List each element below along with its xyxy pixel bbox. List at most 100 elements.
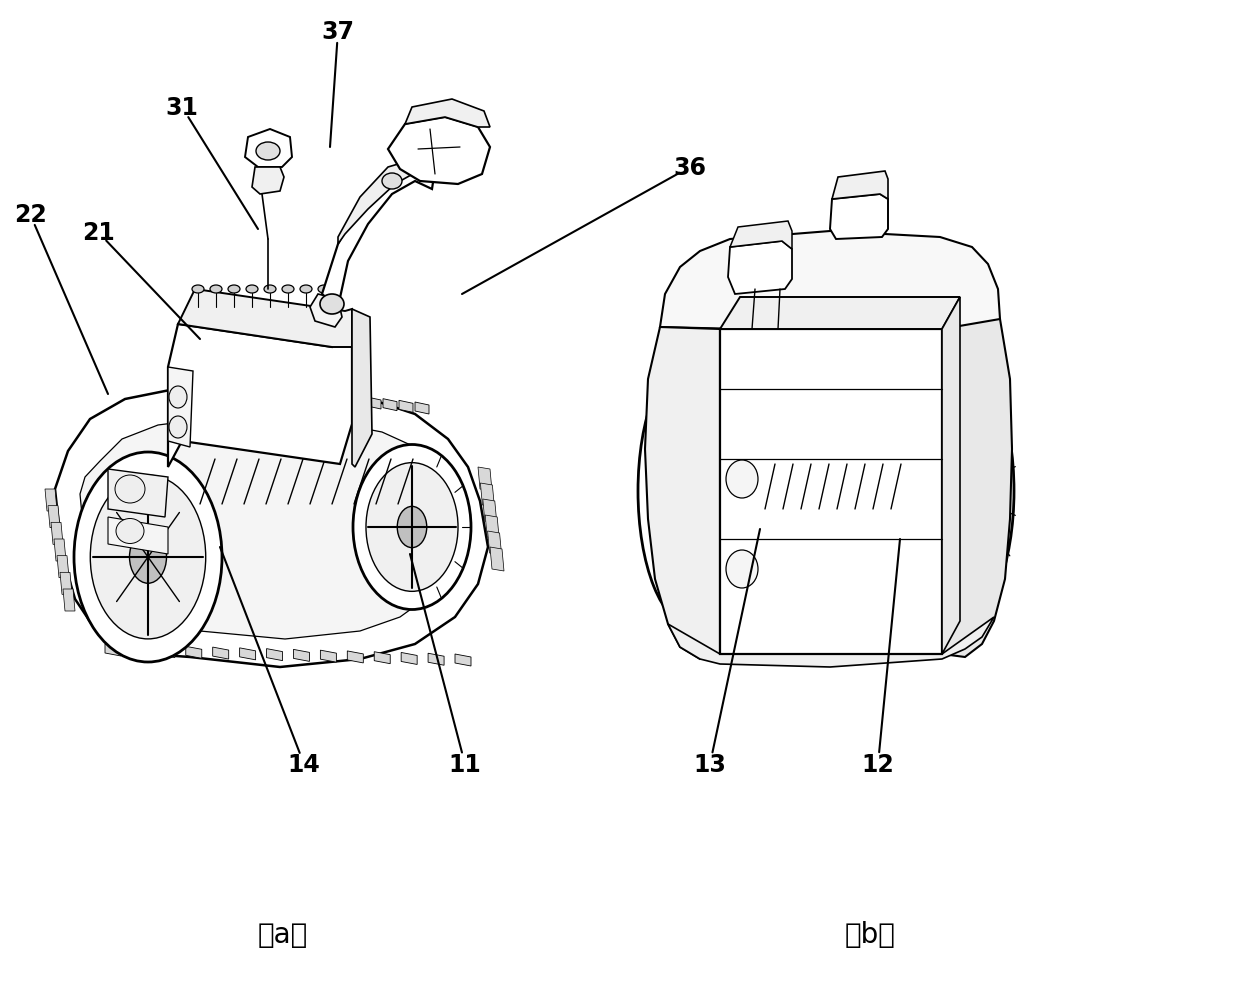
Polygon shape [319,393,334,405]
Polygon shape [167,368,193,447]
Polygon shape [428,654,444,666]
Polygon shape [339,160,435,245]
Polygon shape [942,320,1012,657]
Text: 22: 22 [14,203,46,227]
Polygon shape [728,242,792,294]
Ellipse shape [916,384,1003,599]
Ellipse shape [228,285,241,293]
Polygon shape [477,467,492,491]
Text: 31: 31 [166,95,198,120]
Polygon shape [720,297,960,330]
Text: 21: 21 [82,221,114,245]
Polygon shape [131,645,148,657]
Polygon shape [55,540,66,562]
Polygon shape [213,647,228,659]
Ellipse shape [210,285,222,293]
Polygon shape [942,297,960,654]
Polygon shape [351,396,365,408]
Ellipse shape [677,453,707,529]
Polygon shape [108,518,167,555]
Ellipse shape [255,143,280,161]
Polygon shape [347,651,363,663]
Polygon shape [480,483,495,508]
Polygon shape [239,648,255,660]
Polygon shape [239,385,253,397]
Polygon shape [490,548,503,572]
Ellipse shape [264,285,277,293]
Polygon shape [63,589,74,611]
Ellipse shape [725,551,758,588]
Polygon shape [223,383,237,395]
Ellipse shape [382,174,402,190]
Ellipse shape [725,460,758,499]
Ellipse shape [169,416,187,438]
Polygon shape [660,232,999,338]
Text: （b）: （b） [844,920,895,948]
Polygon shape [294,650,310,662]
Polygon shape [252,168,284,195]
Ellipse shape [192,285,205,293]
Polygon shape [246,130,291,168]
Ellipse shape [639,357,746,626]
Ellipse shape [115,475,145,504]
Polygon shape [207,381,221,393]
Polygon shape [175,378,188,390]
Ellipse shape [246,285,258,293]
Text: 36: 36 [673,156,707,180]
Polygon shape [668,617,994,667]
Polygon shape [374,652,391,664]
Ellipse shape [74,452,222,662]
Polygon shape [322,162,435,308]
Polygon shape [415,403,429,414]
Text: 13: 13 [693,752,727,776]
Ellipse shape [91,475,206,639]
Ellipse shape [945,453,975,529]
Polygon shape [48,506,60,528]
Text: 11: 11 [449,752,481,776]
Polygon shape [105,644,122,656]
Ellipse shape [129,531,166,583]
Polygon shape [60,573,72,594]
Polygon shape [191,380,205,392]
Ellipse shape [169,387,187,409]
Polygon shape [455,654,471,666]
Polygon shape [487,532,502,556]
Polygon shape [45,489,57,512]
Text: 14: 14 [288,752,320,776]
Polygon shape [159,646,175,658]
Ellipse shape [906,357,1014,626]
Polygon shape [388,118,490,185]
Ellipse shape [366,463,458,591]
Ellipse shape [649,384,735,599]
Polygon shape [255,386,269,398]
Polygon shape [81,419,455,639]
Text: 12: 12 [862,752,894,776]
Polygon shape [399,401,413,413]
Polygon shape [730,222,792,249]
Polygon shape [402,653,417,665]
Polygon shape [367,398,381,410]
Polygon shape [267,649,283,661]
Polygon shape [51,523,63,545]
Polygon shape [352,310,372,467]
Polygon shape [320,650,336,662]
Polygon shape [383,400,397,412]
Polygon shape [303,391,317,403]
Polygon shape [286,390,301,402]
Ellipse shape [320,294,343,315]
Polygon shape [57,556,69,579]
Ellipse shape [397,507,427,548]
Text: 37: 37 [321,20,355,44]
Polygon shape [645,328,720,659]
Polygon shape [272,388,285,400]
Polygon shape [310,294,342,328]
Polygon shape [482,500,497,524]
Polygon shape [830,195,888,240]
Polygon shape [335,395,348,407]
Polygon shape [55,388,489,667]
Polygon shape [832,172,888,200]
Polygon shape [186,647,202,659]
Ellipse shape [300,285,312,293]
Ellipse shape [281,285,294,293]
Ellipse shape [117,519,144,544]
